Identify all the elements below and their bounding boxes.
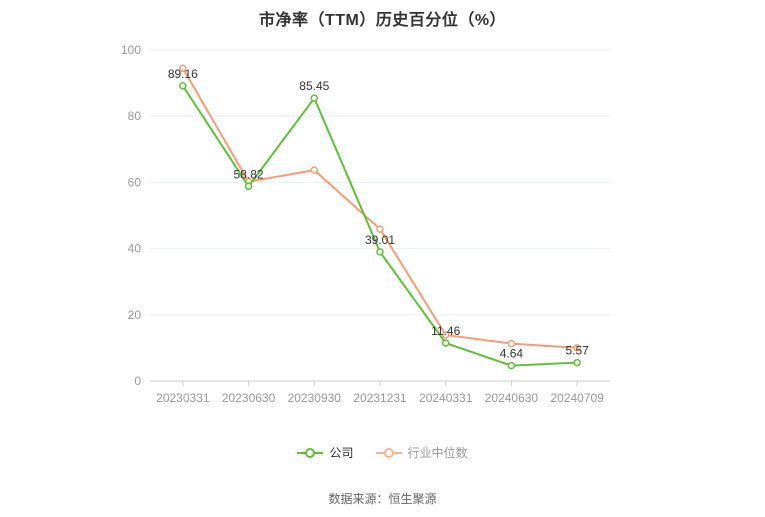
- data-point-marker: [310, 166, 319, 174]
- y-axis-tick-label: 20: [128, 308, 142, 322]
- x-axis-tick-label: 20230630: [222, 391, 276, 405]
- line-chart-plot-area: 0 20 40 60 80 100 20230331 20230630 20230930 2023…: [121, 43, 610, 405]
- data-point-marker: [441, 331, 450, 339]
- data-point-marker: [441, 339, 450, 347]
- data-point-marker: [376, 248, 384, 256]
- data-point-label: 89.16: [168, 67, 198, 81]
- chart-legend: 公司 行业中位数: [0, 444, 765, 461]
- data-source-caption: 数据来源：恒生聚源: [328, 492, 437, 506]
- y-axis-tick-label: 60: [128, 175, 142, 189]
- data-point-marker: [573, 344, 581, 352]
- legend-line-marker-icon: [297, 447, 324, 458]
- data-point-marker: [179, 82, 187, 90]
- y-axis-tick-label: 0: [134, 374, 141, 388]
- data-point-marker: [179, 64, 187, 72]
- data-point-marker: [573, 358, 581, 367]
- data-point-marker: [507, 339, 516, 348]
- series-line-行业中位数: [181, 67, 578, 349]
- legend-label: 行业中位数: [407, 446, 468, 460]
- legend-label: 公司: [329, 446, 354, 460]
- x-axis-tick-label: 20231231: [353, 391, 407, 405]
- y-axis-tick-label: 40: [128, 242, 142, 256]
- x-axis-tick-label: 20230930: [288, 391, 342, 405]
- data-point-label: 11.46: [431, 324, 460, 338]
- x-axis-tick-label: 20240709: [550, 391, 604, 405]
- x-axis-tick-label: 20240331: [419, 391, 473, 405]
- x-axis-tick-label: 20230331: [156, 391, 210, 405]
- data-point-label: 5.57: [565, 344, 589, 358]
- data-point-label: 58.82: [234, 167, 264, 181]
- data-point-label: 85.45: [299, 79, 329, 93]
- data-point-label: 4.64: [500, 347, 524, 361]
- data-point-label: 39.01: [365, 233, 395, 247]
- data-point-marker: [244, 182, 253, 191]
- legend-item-company[interactable]: 公司: [297, 444, 354, 461]
- x-axis-tick-label: 20240630: [485, 391, 539, 405]
- data-point-marker: [310, 94, 319, 102]
- data-point-marker: [376, 225, 384, 233]
- legend-item-industry-median[interactable]: 行业中位数: [375, 444, 468, 461]
- data-point-marker: [507, 361, 516, 370]
- y-axis-tick-label: 80: [128, 109, 142, 123]
- legend-line-marker-icon: [375, 447, 402, 458]
- y-axis-tick-label: 100: [121, 43, 141, 57]
- chart-title: 市净率（TTM）历史百分位（%）: [258, 12, 507, 29]
